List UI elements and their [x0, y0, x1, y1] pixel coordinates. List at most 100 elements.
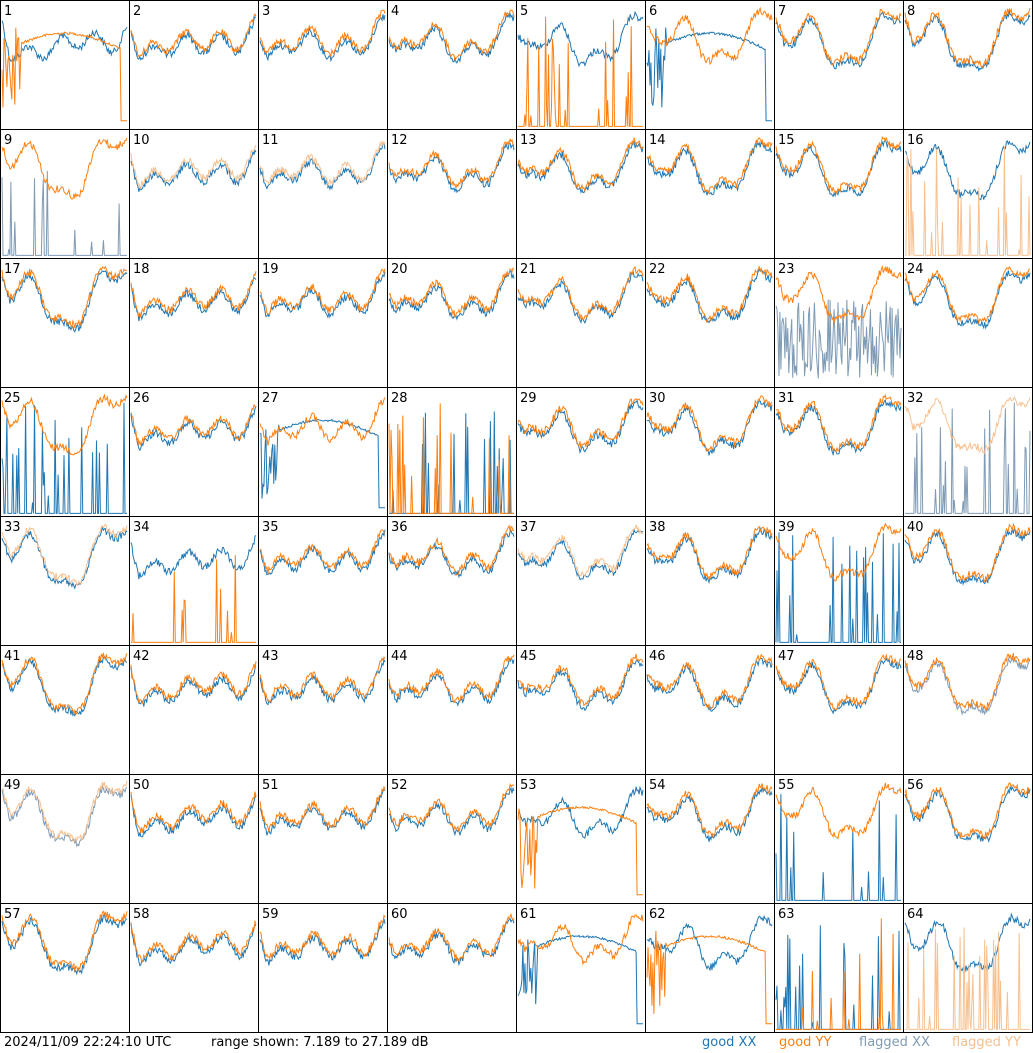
panel-number: 56 — [907, 778, 924, 793]
panel-frame — [0, 516, 130, 646]
panel-frame — [774, 129, 904, 259]
panel-14: 14 — [645, 129, 775, 259]
panel-34: 34 — [129, 516, 259, 646]
panel-26: 26 — [129, 387, 259, 517]
panel-frame — [0, 0, 130, 130]
panel-36: 36 — [387, 516, 517, 646]
panel-frame — [645, 0, 775, 130]
series-yy-line — [775, 9, 902, 66]
series-xx-line — [259, 418, 385, 509]
panel-frame — [645, 645, 775, 775]
series-xx-line — [775, 299, 902, 379]
range-text: range shown: 7.189 to 27.189 dB — [211, 1035, 429, 1050]
series-xx-line — [130, 276, 257, 322]
panel-38: 38 — [645, 516, 775, 646]
panel-15: 15 — [774, 129, 904, 259]
series-xx-line — [646, 140, 773, 196]
panel-frame — [774, 903, 904, 1033]
panel-8: 8 — [903, 0, 1033, 130]
panel-41: 41 — [0, 645, 130, 775]
panel-frame — [129, 387, 259, 517]
series-yy-line — [1, 393, 128, 456]
series-xx-line — [130, 406, 257, 452]
panel-frame — [129, 0, 259, 130]
panel-frame — [258, 387, 388, 517]
panel-54: 54 — [645, 774, 775, 904]
panel-51: 51 — [258, 774, 388, 904]
series-yy-line — [259, 9, 386, 58]
panel-number: 32 — [907, 391, 924, 406]
panel-50: 50 — [129, 774, 259, 904]
series-yy-line — [775, 393, 902, 453]
panel-63: 63 — [774, 903, 904, 1033]
panel-number: 1 — [4, 4, 12, 19]
panel-number: 33 — [4, 520, 21, 535]
series-xx-line — [775, 794, 901, 901]
series-yy-line — [1, 137, 128, 200]
panel-number: 50 — [133, 778, 150, 793]
panel-7: 7 — [774, 0, 904, 130]
panel-22: 22 — [645, 258, 775, 388]
footer: 2024/11/09 22:24:10 UTC range shown: 7.1… — [0, 1033, 1033, 1053]
panel-number: 14 — [649, 133, 666, 148]
panel-frame — [387, 774, 517, 904]
panel-39: 39 — [774, 516, 904, 646]
series-xx-line — [775, 532, 901, 643]
series-yy-line — [646, 783, 773, 839]
panel-number: 35 — [262, 520, 279, 535]
series-yy-line — [259, 529, 386, 575]
series-xx-line — [775, 399, 902, 457]
series-yy-line — [517, 805, 643, 896]
series-yy-line — [259, 656, 386, 704]
series-xx-line — [775, 140, 902, 198]
series-yy-line — [259, 914, 386, 960]
series-yy-line — [259, 397, 386, 446]
panel-27: 27 — [258, 387, 388, 517]
panel-number: 41 — [4, 649, 21, 664]
panel-frame — [0, 129, 130, 259]
panel-frame — [387, 645, 517, 775]
panel-number: 15 — [778, 133, 795, 148]
panel-53: 53 — [516, 774, 646, 904]
panel-number: 47 — [778, 649, 795, 664]
series-yy-line — [905, 146, 1031, 256]
panel-16: 16 — [903, 129, 1033, 259]
panel-number: 36 — [391, 520, 408, 535]
series-yy-line — [388, 782, 515, 833]
panel-frame — [129, 903, 259, 1033]
panel-48: 48 — [903, 645, 1033, 775]
panel-18: 18 — [129, 258, 259, 388]
panel-number: 55 — [778, 778, 795, 793]
panel-11: 11 — [258, 129, 388, 259]
panel-64: 64 — [903, 903, 1033, 1033]
series-yy-line — [646, 6, 773, 66]
panel-number: 49 — [4, 778, 21, 793]
series-xx-line — [646, 526, 773, 585]
panel-number: 13 — [520, 133, 537, 148]
series-yy-line — [130, 144, 257, 189]
panel-frame — [258, 774, 388, 904]
panel-frame — [516, 387, 646, 517]
series-xx-line — [904, 786, 1031, 843]
panel-number: 61 — [520, 907, 537, 922]
panel-31: 31 — [774, 387, 904, 517]
series-xx-line — [904, 912, 1031, 973]
panel-number: 62 — [649, 907, 666, 922]
panel-58: 58 — [129, 903, 259, 1033]
panel-number: 58 — [133, 907, 150, 922]
legend-good-xx: good XX — [702, 1035, 757, 1050]
panel-frame — [774, 774, 904, 904]
series-yy-line — [130, 919, 257, 963]
series-xx-line — [130, 922, 257, 967]
panel-number: 31 — [778, 391, 795, 406]
panel-number: 25 — [4, 391, 21, 406]
timestamp: 2024/11/09 22:24:10 UTC — [4, 1035, 172, 1050]
panel-28: 28 — [387, 387, 517, 517]
series-yy-line — [388, 403, 514, 514]
series-xx-line — [517, 399, 644, 455]
series-yy-line — [646, 395, 773, 453]
panel-29: 29 — [516, 387, 646, 517]
panel-number: 5 — [520, 4, 528, 19]
panel-9: 9 — [0, 129, 130, 259]
series-xx-line — [1, 170, 127, 256]
